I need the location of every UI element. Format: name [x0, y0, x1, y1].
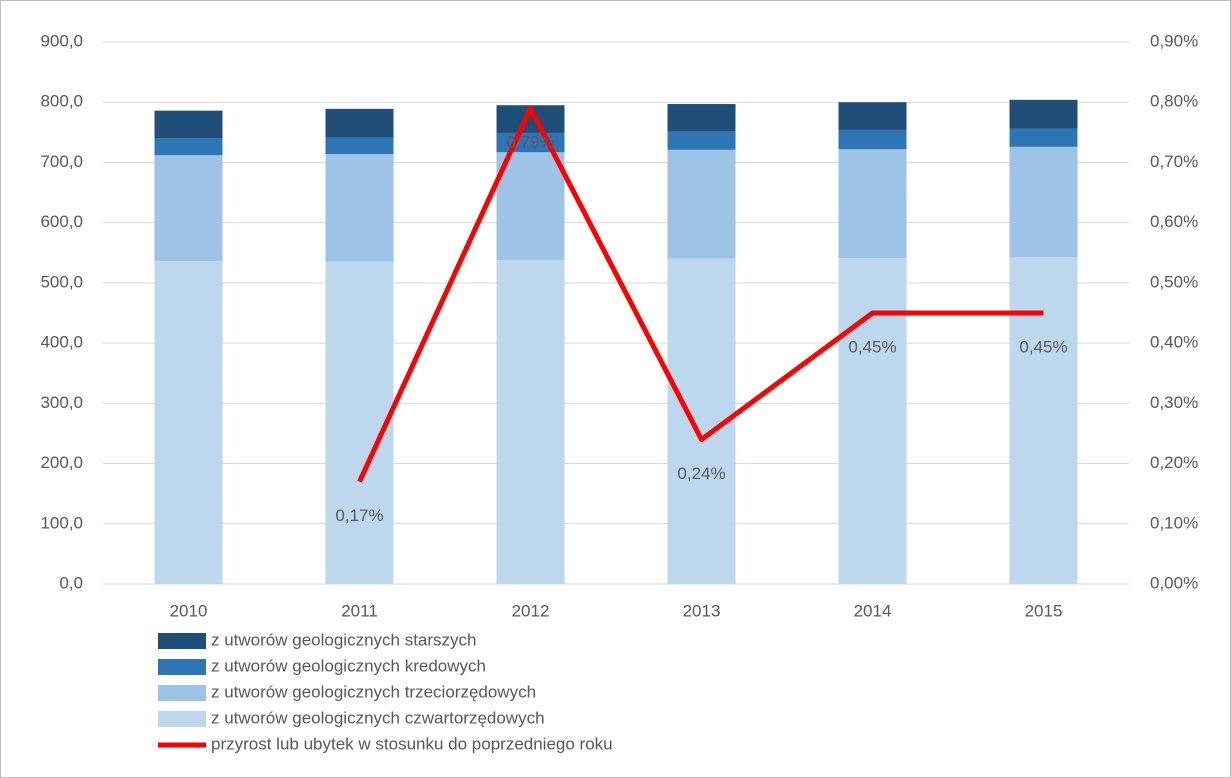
legend-label: z utworów geologicznych trzeciorzędowych [211, 682, 536, 701]
y2-tick-label: 0,80% [1150, 92, 1198, 111]
bar-segment [667, 149, 736, 259]
y2-tick-label: 0,40% [1150, 333, 1198, 352]
bar-segment [325, 154, 394, 262]
y-tick-label: 900,0 [40, 31, 83, 50]
bar-segment [496, 260, 565, 584]
data-label: 0,24% [677, 464, 725, 483]
line-series [357, 105, 1044, 483]
y-tick-label: 0,0 [59, 573, 83, 592]
legend-swatch [158, 659, 206, 675]
data-label: 0,45% [1019, 337, 1067, 356]
x-tick-label: 2013 [683, 601, 721, 620]
x-tick-label: 2012 [512, 601, 550, 620]
bar-segment [325, 137, 394, 155]
bar-segment [154, 155, 223, 262]
bar-segment [154, 138, 223, 156]
bar-segment [1009, 146, 1078, 257]
y-tick-label: 300,0 [40, 393, 83, 412]
data-label: 0,79% [506, 133, 554, 152]
bar-segment [667, 104, 736, 132]
y2-tick-label: 0,90% [1150, 31, 1198, 50]
y-tick-label: 200,0 [40, 453, 83, 472]
data-label: 0,45% [848, 337, 896, 356]
x-tick-label: 2011 [341, 601, 378, 620]
legend-swatch [158, 633, 206, 649]
y2-tick-label: 0,00% [1150, 573, 1198, 592]
y2-tick-label: 0,50% [1150, 272, 1198, 291]
bar-segment [154, 261, 223, 584]
bar-segment [154, 110, 223, 139]
x-tick-label: 2010 [170, 601, 208, 620]
y-tick-label: 500,0 [40, 272, 83, 291]
bar-segment [838, 149, 907, 259]
legend-swatch [158, 685, 206, 701]
legend-label: z utworów geologicznych starszych [211, 630, 477, 649]
y2-tick-label: 0,60% [1150, 212, 1198, 231]
bar-segment [1009, 99, 1078, 129]
y2-tick-label: 0,20% [1150, 453, 1198, 472]
y2-tick-label: 0,10% [1150, 513, 1198, 532]
bar-segment [838, 129, 907, 150]
y2-tick-label: 0,30% [1150, 393, 1198, 412]
y-tick-label: 800,0 [40, 92, 83, 111]
bar-segment [325, 108, 394, 138]
y-tick-label: 600,0 [40, 212, 83, 231]
bar-segment [838, 258, 907, 584]
legend-swatch [158, 711, 206, 727]
bar-segment [1009, 128, 1078, 147]
legend-label: przyrost lub ubytek w stosunku do poprze… [211, 734, 613, 753]
y-tick-label: 700,0 [40, 152, 83, 171]
legend-label: z utworów geologicznych czwartorzędowych [211, 708, 545, 727]
data-label: 0,17% [335, 506, 383, 525]
y-tick-label: 100,0 [40, 513, 83, 532]
bar-segment [325, 261, 394, 584]
bar-segment [838, 102, 907, 130]
bar-segment [1009, 256, 1078, 584]
x-tick-label: 2014 [854, 601, 892, 620]
y-tick-label: 400,0 [40, 333, 83, 352]
legend-label: z utworów geologicznych kredowych [211, 656, 486, 675]
y2-tick-label: 0,70% [1150, 152, 1198, 171]
x-tick-label: 2015 [1025, 601, 1063, 620]
bar-segment [667, 131, 736, 150]
bar-segment [496, 152, 565, 261]
